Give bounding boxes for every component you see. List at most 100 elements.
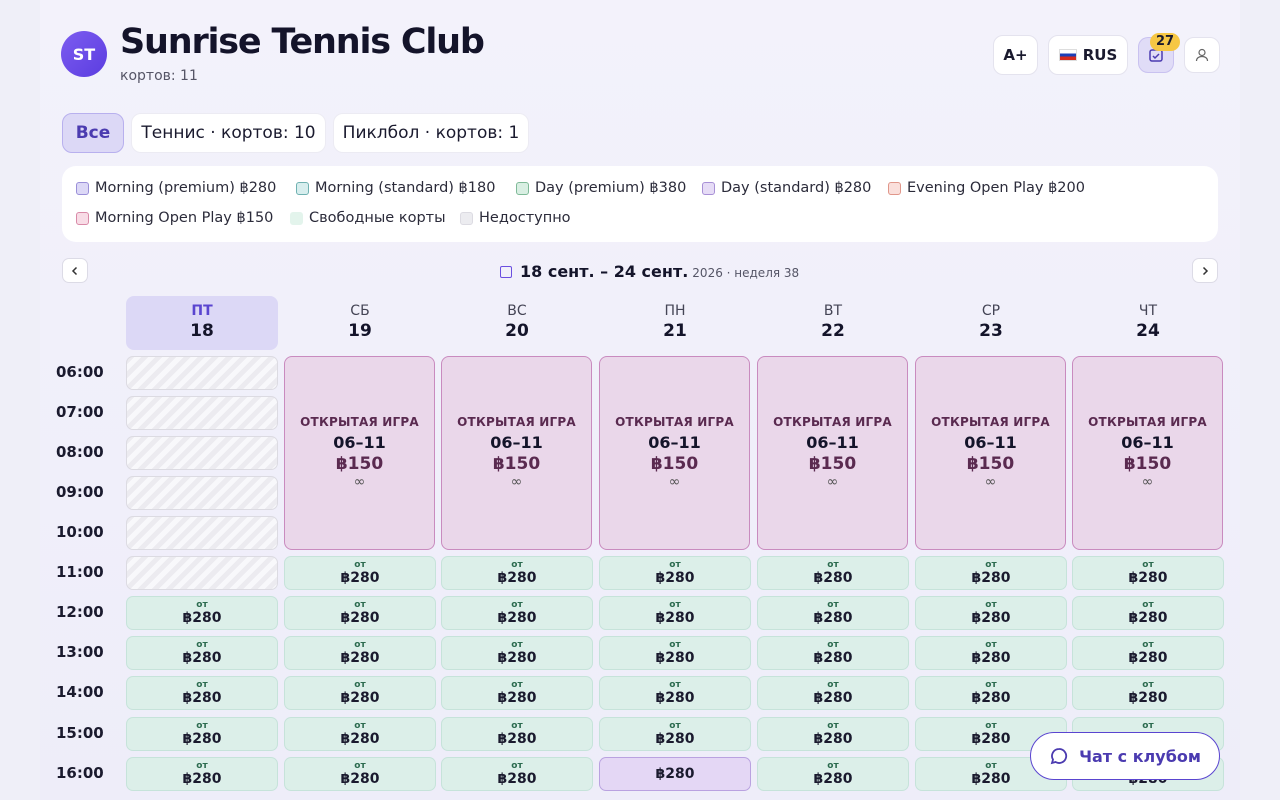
- free-slot[interactable]: от฿280: [1072, 596, 1224, 630]
- slot-price: ฿280: [182, 731, 222, 747]
- free-slot[interactable]: от฿280: [757, 676, 909, 710]
- slot-from: от: [511, 640, 523, 650]
- profile-button[interactable]: [1184, 37, 1220, 73]
- day-header[interactable]: ПН 21: [599, 296, 751, 350]
- free-slot[interactable]: от฿280: [599, 596, 751, 630]
- slot-from: от: [985, 680, 997, 690]
- free-slot[interactable]: от฿280: [1072, 556, 1224, 590]
- free-slot[interactable]: от฿280: [126, 596, 278, 630]
- slot-from: от: [354, 640, 366, 650]
- free-slot[interactable]: от฿280: [915, 596, 1067, 630]
- open-play-block[interactable]: ОТКРЫТАЯ ИГРА 06–11 ฿150 ∞: [915, 356, 1066, 550]
- free-slot[interactable]: от฿280: [757, 757, 909, 791]
- slot-price: ฿280: [497, 650, 537, 666]
- tab-tennis[interactable]: Теннис · кортов: 10: [131, 113, 326, 153]
- day-header[interactable]: ЧТ 24: [1072, 296, 1224, 350]
- day-header[interactable]: ВС 20: [441, 296, 593, 350]
- free-slot[interactable]: от฿280: [441, 717, 593, 751]
- slot-from: от: [354, 761, 366, 771]
- free-slot[interactable]: от฿280: [599, 717, 751, 751]
- free-slot[interactable]: от฿280: [599, 556, 751, 590]
- tab-pickleball[interactable]: Пиклбол · кортов: 1: [333, 113, 529, 153]
- chat-with-club-button[interactable]: Чат с клубом: [1030, 732, 1220, 780]
- free-slot[interactable]: от฿280: [757, 717, 909, 751]
- open-play-time: 06–11: [333, 433, 386, 452]
- language-button[interactable]: RUS: [1048, 35, 1128, 75]
- slot-from: от: [985, 640, 997, 650]
- free-slot[interactable]: от฿280: [757, 556, 909, 590]
- open-play-block[interactable]: ОТКРЫТАЯ ИГРА 06–11 ฿150 ∞: [441, 356, 592, 550]
- free-slot[interactable]: от฿280: [126, 757, 278, 791]
- slot-price: ฿280: [813, 771, 853, 787]
- time-label: 08:00: [56, 443, 104, 461]
- free-slot[interactable]: от฿280: [757, 636, 909, 670]
- free-slot[interactable]: от฿280: [1072, 676, 1224, 710]
- font-size-label: A+: [1003, 46, 1028, 64]
- day-number: 20: [505, 321, 529, 341]
- font-size-button[interactable]: A+: [993, 35, 1038, 75]
- day-header[interactable]: СБ 19: [284, 296, 436, 350]
- open-play-block[interactable]: ОТКРЫТАЯ ИГРА 06–11 ฿150 ∞: [284, 356, 435, 550]
- slot-price: ฿280: [340, 690, 380, 706]
- free-slot[interactable]: от฿280: [441, 676, 593, 710]
- open-play-block[interactable]: ОТКРЫТАЯ ИГРА 06–11 ฿150 ∞: [1072, 356, 1223, 550]
- free-slot[interactable]: от฿280: [284, 717, 436, 751]
- open-play-price: ฿150: [808, 454, 857, 474]
- free-slot[interactable]: от฿280: [284, 596, 436, 630]
- free-slot[interactable]: от฿280: [599, 636, 751, 670]
- open-play-block[interactable]: ОТКРЫТАЯ ИГРА 06–11 ฿150 ∞: [757, 356, 908, 550]
- slot-price: ฿280: [340, 731, 380, 747]
- free-slot[interactable]: от฿280: [441, 636, 593, 670]
- free-slot[interactable]: от฿280: [284, 556, 436, 590]
- slot-from: от: [827, 721, 839, 731]
- open-play-title: ОТКРЫТАЯ ИГРА: [1088, 415, 1207, 429]
- next-week-button[interactable]: [1192, 258, 1218, 283]
- legend-swatch: [296, 181, 309, 195]
- free-slot[interactable]: от฿280: [1072, 636, 1224, 670]
- prev-week-button[interactable]: [62, 258, 88, 283]
- open-play-time: 06–11: [1121, 433, 1174, 452]
- time-label: 15:00: [56, 724, 104, 742]
- slot-price: ฿280: [1128, 570, 1168, 586]
- open-play-time: 06–11: [648, 433, 701, 452]
- free-slot[interactable]: от฿280: [757, 596, 909, 630]
- slot-price: ฿280: [497, 570, 537, 586]
- open-play-capacity: ∞: [353, 474, 366, 490]
- legend-swatch: [516, 181, 529, 195]
- day-name: ВТ: [823, 303, 843, 319]
- free-slot[interactable]: от฿280: [284, 636, 436, 670]
- legend-item: Morning Open Play ฿150: [76, 210, 273, 226]
- slot-from: от: [827, 600, 839, 610]
- free-slot[interactable]: от฿280: [441, 757, 593, 791]
- free-slot[interactable]: от฿280: [126, 676, 278, 710]
- legend-item: Morning (premium) ฿280: [76, 180, 276, 196]
- chat-bubble-icon: [1050, 748, 1068, 765]
- free-slot[interactable]: от฿280: [441, 596, 593, 630]
- slot-from: от: [196, 680, 208, 690]
- tab-all[interactable]: Все: [62, 113, 124, 153]
- free-slot[interactable]: от฿280: [441, 556, 593, 590]
- slot-price: ฿280: [182, 690, 222, 706]
- free-slot[interactable]: от฿280: [915, 636, 1067, 670]
- selected-slot[interactable]: ฿280: [599, 757, 751, 791]
- day-header[interactable]: ВТ 22: [757, 296, 909, 350]
- day-name: ВС: [507, 303, 527, 319]
- free-slot[interactable]: от฿280: [599, 676, 751, 710]
- day-header[interactable]: СР 23: [915, 296, 1067, 350]
- unavailable-slot: [126, 556, 278, 590]
- free-slot[interactable]: от฿280: [126, 717, 278, 751]
- time-label: 10:00: [56, 523, 104, 541]
- slot-price: ฿280: [655, 690, 695, 706]
- open-play-block[interactable]: ОТКРЫТАЯ ИГРА 06–11 ฿150 ∞: [599, 356, 750, 550]
- legend-item: Day (premium) ฿380: [516, 180, 686, 196]
- slot-price: ฿280: [340, 570, 380, 586]
- bookings-badge: 27: [1150, 33, 1181, 51]
- free-slot[interactable]: от฿280: [915, 676, 1067, 710]
- free-slot[interactable]: от฿280: [284, 676, 436, 710]
- free-slot[interactable]: от฿280: [915, 556, 1067, 590]
- free-slot[interactable]: от฿280: [284, 757, 436, 791]
- slot-from: от: [354, 600, 366, 610]
- day-header[interactable]: ПТ 18: [126, 296, 278, 350]
- free-slot[interactable]: от฿280: [126, 636, 278, 670]
- slot-from: от: [827, 640, 839, 650]
